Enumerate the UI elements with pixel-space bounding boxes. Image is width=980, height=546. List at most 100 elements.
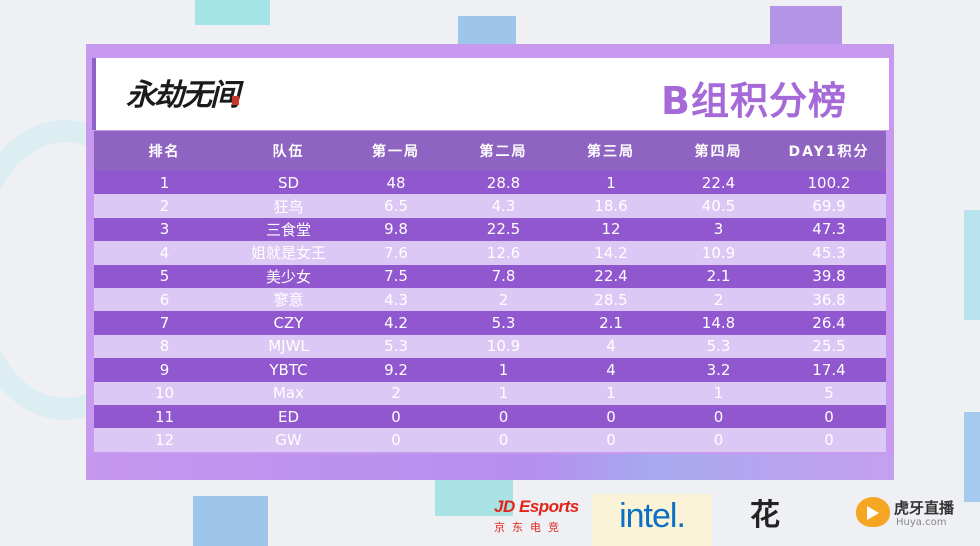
game3-cell: 0 bbox=[557, 428, 665, 452]
game4-cell: 40.5 bbox=[665, 194, 772, 218]
game1-cell: 4.3 bbox=[342, 287, 450, 312]
rank-cell: 2 bbox=[94, 194, 235, 218]
intel-logo: intel. bbox=[592, 494, 712, 546]
game2-cell: 0 bbox=[450, 428, 557, 452]
game4-cell: 22.4 bbox=[665, 171, 772, 195]
total-cell: 25.5 bbox=[772, 334, 886, 359]
decor-block bbox=[435, 478, 513, 516]
game2-cell: 4.3 bbox=[450, 194, 557, 218]
game2-cell: 22.5 bbox=[450, 217, 557, 242]
game1-cell: 0 bbox=[342, 428, 450, 452]
game2-cell: 7.8 bbox=[450, 264, 557, 288]
rank-cell: 9 bbox=[94, 358, 235, 382]
game4-cell: 3.2 bbox=[665, 358, 772, 382]
game3-cell: 0 bbox=[557, 404, 665, 429]
rank-cell: 11 bbox=[94, 404, 235, 429]
total-cell: 26.4 bbox=[772, 311, 886, 335]
game1-cell: 2 bbox=[342, 381, 450, 405]
jd-esports-subtitle: 京东电竞 bbox=[494, 521, 566, 534]
game1-cell: 9.2 bbox=[342, 358, 450, 382]
total-cell: 100.2 bbox=[772, 171, 886, 195]
table-row: 12 GW 0 0 0 0 0 bbox=[94, 428, 886, 452]
table-row: 1 SD 48 28.8 1 22.4 100.2 bbox=[94, 171, 886, 195]
game1-cell: 4.2 bbox=[342, 311, 450, 335]
rank-cell: 12 bbox=[94, 428, 235, 452]
game4-cell: 0 bbox=[665, 404, 772, 429]
total-cell: 47.3 bbox=[772, 217, 886, 242]
column-header-game2: 第二局 bbox=[450, 131, 557, 171]
team-cell: 三食堂 bbox=[235, 217, 342, 242]
team-cell: Max bbox=[235, 381, 342, 405]
game3-cell: 18.6 bbox=[557, 194, 665, 218]
jd-esports-logo: JD Esports 京东电竞 bbox=[494, 497, 580, 535]
team-cell: YBTC bbox=[235, 358, 342, 382]
decor-block bbox=[964, 210, 980, 320]
game1-cell: 9.8 bbox=[342, 217, 450, 242]
total-cell: 45.3 bbox=[772, 241, 886, 265]
game3-cell: 22.4 bbox=[557, 264, 665, 288]
game1-cell: 7.5 bbox=[342, 264, 450, 288]
decor-block bbox=[195, 0, 270, 25]
card-header: 永劫无间 B组积分榜 bbox=[92, 58, 889, 130]
total-cell: 0 bbox=[772, 428, 886, 452]
team-cell: 美少女 bbox=[235, 264, 342, 288]
rank-cell: 6 bbox=[94, 287, 235, 312]
game4-cell: 2.1 bbox=[665, 264, 772, 288]
game1-cell: 48 bbox=[342, 171, 450, 195]
huya-url: Huya.com bbox=[896, 517, 947, 528]
game4-cell: 3 bbox=[665, 217, 772, 242]
total-cell: 5 bbox=[772, 381, 886, 405]
card-footer-strip bbox=[86, 454, 894, 480]
game3-cell: 4 bbox=[557, 358, 665, 382]
table-row: 11 ED 0 0 0 0 0 bbox=[94, 404, 886, 429]
column-header-game3: 第三局 bbox=[557, 131, 665, 171]
table-row: 4 姐就是女王 7.6 12.6 14.2 10.9 45.3 bbox=[94, 241, 886, 265]
game3-cell: 12 bbox=[557, 217, 665, 242]
game4-cell: 1 bbox=[665, 381, 772, 405]
game2-cell: 1 bbox=[450, 381, 557, 405]
column-header-game1: 第一局 bbox=[342, 131, 450, 171]
game1-cell: 7.6 bbox=[342, 241, 450, 265]
intel-wordmark: intel. bbox=[619, 497, 686, 535]
team-cell: CZY bbox=[235, 311, 342, 335]
game2-cell: 10.9 bbox=[450, 334, 557, 359]
game2-cell: 1 bbox=[450, 358, 557, 382]
table-row: 3 三食堂 9.8 22.5 12 3 47.3 bbox=[94, 217, 886, 242]
game3-cell: 1 bbox=[557, 171, 665, 195]
game3-cell: 4 bbox=[557, 334, 665, 359]
column-header-rank: 排名 bbox=[94, 131, 235, 171]
table-row: 5 美少女 7.5 7.8 22.4 2.1 39.8 bbox=[94, 264, 886, 288]
table-body: 1 SD 48 28.8 1 22.4 100.2 2 狂鸟 6.5 4.3 18.6 40.5 69.9… bbox=[94, 171, 886, 452]
logo-seal bbox=[232, 96, 239, 105]
table-row: 7 CZY 4.2 5.3 2.1 14.8 26.4 bbox=[94, 311, 886, 335]
huya-logo-icon bbox=[856, 497, 890, 527]
rank-cell: 10 bbox=[94, 381, 235, 405]
table-row: 2 狂鸟 6.5 4.3 18.6 40.5 69.9 bbox=[94, 194, 886, 218]
team-cell: 狂鸟 bbox=[235, 194, 342, 218]
table-header-row: 排名 队伍 第一局 第二局 第三局 第四局 DAY1积分 bbox=[94, 131, 886, 171]
team-cell: ED bbox=[235, 404, 342, 429]
team-cell: MJWL bbox=[235, 334, 342, 359]
rank-cell: 4 bbox=[94, 241, 235, 265]
decor-block bbox=[770, 6, 842, 46]
game2-cell: 5.3 bbox=[450, 311, 557, 335]
column-header-team: 队伍 bbox=[235, 131, 342, 171]
game2-cell: 12.6 bbox=[450, 241, 557, 265]
game1-cell: 6.5 bbox=[342, 194, 450, 218]
game3-cell: 1 bbox=[557, 381, 665, 405]
game2-cell: 0 bbox=[450, 404, 557, 429]
rank-cell: 5 bbox=[94, 264, 235, 288]
column-header-day1-total: DAY1积分 bbox=[772, 131, 886, 171]
game-logo: 永劫无间 bbox=[126, 78, 240, 113]
total-cell: 17.4 bbox=[772, 358, 886, 382]
column-header-game4: 第四局 bbox=[665, 131, 772, 171]
hua-logo: 花 bbox=[750, 498, 780, 533]
game3-cell: 14.2 bbox=[557, 241, 665, 265]
rank-cell: 7 bbox=[94, 311, 235, 335]
total-cell: 0 bbox=[772, 404, 886, 429]
total-cell: 36.8 bbox=[772, 287, 886, 312]
rank-cell: 3 bbox=[94, 217, 235, 242]
rank-cell: 1 bbox=[94, 171, 235, 195]
total-cell: 39.8 bbox=[772, 264, 886, 288]
decor-block bbox=[964, 412, 980, 502]
